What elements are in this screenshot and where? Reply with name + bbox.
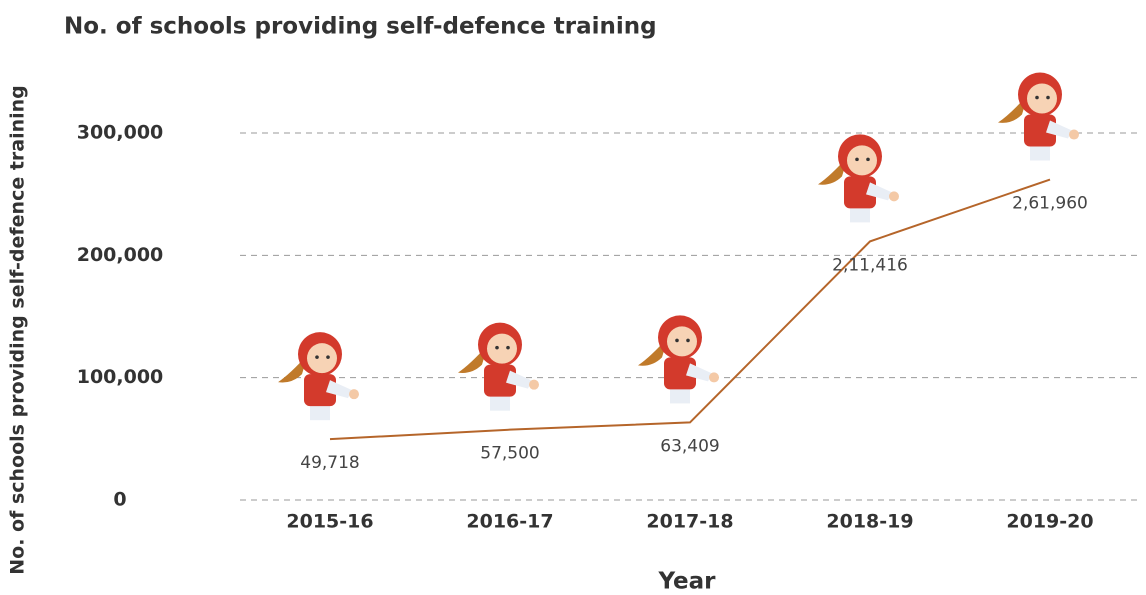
x-tick-label: 2015-16 [286, 511, 373, 533]
hand [1069, 130, 1079, 140]
x-tick-label: 2016-17 [466, 511, 553, 533]
eye [315, 355, 319, 359]
eye [1046, 96, 1050, 100]
eye [506, 346, 510, 350]
face [1027, 84, 1057, 114]
eye [1035, 96, 1039, 100]
value-label: 63,409 [660, 436, 719, 456]
girl-icon [458, 323, 539, 411]
y-tick-label: 200,000 [77, 244, 164, 266]
face [307, 343, 337, 373]
chart-title: No. of schools providing self-defence tr… [64, 14, 657, 40]
x-tick-label: 2017-18 [646, 511, 733, 533]
hand [349, 389, 359, 399]
value-label: 2,61,960 [1012, 194, 1088, 214]
face [847, 145, 877, 175]
value-label: 57,500 [480, 444, 539, 464]
eye [326, 355, 330, 359]
eye [686, 339, 690, 343]
eye [495, 346, 499, 350]
value-label: 49,718 [300, 453, 359, 473]
girl-icon [278, 332, 359, 420]
face [487, 334, 517, 364]
x-tick-label: 2018-19 [826, 511, 913, 533]
hand [889, 191, 899, 201]
x-tick-label: 2019-20 [1006, 511, 1093, 533]
eye [675, 339, 679, 343]
y-axis-label: No. of schools providing self-defence tr… [7, 85, 29, 575]
face [667, 326, 697, 356]
y-tick-label: 100,000 [77, 366, 164, 388]
hand [709, 372, 719, 382]
value-label: 2,11,416 [832, 255, 908, 275]
y-tick-label: 0 [113, 489, 126, 511]
girl-icon [638, 315, 719, 403]
eye [855, 158, 859, 162]
eye [866, 158, 870, 162]
girl-icon [998, 73, 1079, 161]
hand [529, 380, 539, 390]
chart: No. of schools providing self-defence tr… [0, 0, 1146, 595]
y-tick-label: 300,000 [77, 122, 164, 144]
girl-icon [818, 134, 899, 222]
x-axis-label: Year [657, 569, 716, 595]
